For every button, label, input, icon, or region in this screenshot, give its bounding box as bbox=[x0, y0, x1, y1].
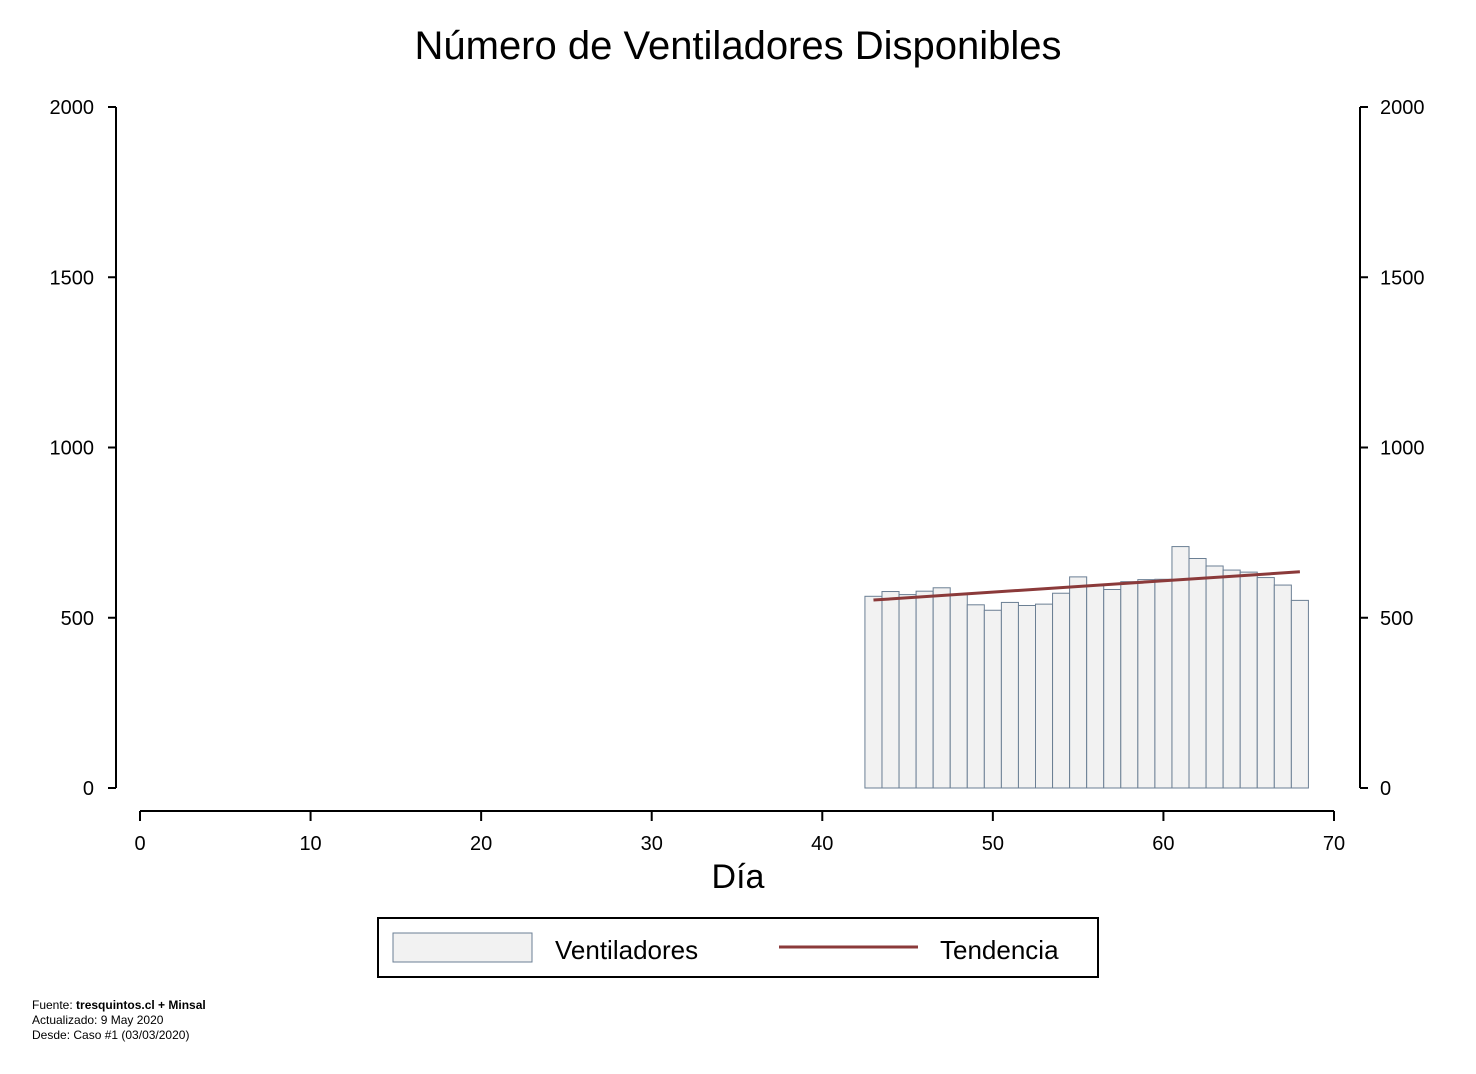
left-y-tick-label: 1500 bbox=[50, 267, 95, 289]
x-tick-label: 10 bbox=[299, 833, 321, 855]
left-y-tick-label: 0 bbox=[83, 778, 94, 800]
x-axis: 0 10 20 30 40 50 60 70 bbox=[134, 810, 1345, 855]
x-tick-label: 30 bbox=[641, 833, 663, 855]
right-y-tick-label: 0 bbox=[1380, 778, 1391, 800]
bar bbox=[932, 587, 951, 789]
bar bbox=[1086, 585, 1105, 789]
bar bbox=[1239, 571, 1258, 789]
bar bbox=[1171, 546, 1190, 789]
x-tick-label: 50 bbox=[982, 833, 1004, 855]
bar bbox=[1035, 603, 1054, 789]
x-tick-label: 40 bbox=[811, 833, 833, 855]
bar bbox=[864, 595, 883, 789]
right-y-tick-label: 1000 bbox=[1380, 438, 1425, 460]
right-y-axis: 0 500 1000 1500 2000 bbox=[1359, 97, 1425, 800]
x-axis-label: Día bbox=[712, 858, 765, 896]
x-tick-label: 70 bbox=[1323, 833, 1345, 855]
bar bbox=[1069, 576, 1088, 789]
bar bbox=[1137, 579, 1156, 789]
bar bbox=[1290, 599, 1309, 789]
bar bbox=[1154, 578, 1173, 789]
bar bbox=[1205, 565, 1224, 789]
right-y-tick-label: 1500 bbox=[1380, 267, 1425, 289]
trend-line bbox=[873, 570, 1300, 602]
legend-label-ventiladores: Ventiladores bbox=[555, 935, 698, 965]
left-y-axis: 0 500 1000 1500 2000 bbox=[50, 97, 117, 800]
bar bbox=[1103, 588, 1122, 789]
footer-since: Desde: Caso #1 (03/03/2020) bbox=[32, 1028, 190, 1042]
x-tick-label: 60 bbox=[1152, 833, 1174, 855]
bar bbox=[1273, 584, 1292, 789]
bars-group bbox=[864, 546, 1309, 789]
bar bbox=[1000, 601, 1019, 789]
footer-updated: Actualizado: 9 May 2020 bbox=[32, 1013, 164, 1027]
bar bbox=[1256, 577, 1275, 789]
bar bbox=[1052, 592, 1071, 789]
legend-label-tendencia: Tendencia bbox=[940, 935, 1059, 965]
left-y-tick-label: 2000 bbox=[50, 97, 95, 119]
right-y-tick-label: 500 bbox=[1380, 608, 1413, 630]
left-y-tick-label: 1000 bbox=[50, 438, 95, 460]
footer-source: Fuente: tresquintos.cl + Minsal bbox=[32, 998, 206, 1012]
x-tick-label: 0 bbox=[134, 833, 145, 855]
x-tick-label: 20 bbox=[470, 833, 492, 855]
chart-title: Número de Ventiladores Disponibles bbox=[414, 24, 1062, 68]
left-y-tick-label: 500 bbox=[61, 608, 94, 630]
bar bbox=[1222, 569, 1241, 789]
bar bbox=[915, 590, 934, 789]
bar bbox=[1188, 558, 1207, 789]
bar bbox=[966, 604, 985, 789]
bar bbox=[983, 609, 1002, 789]
legend: Ventiladores Tendencia bbox=[377, 917, 1099, 978]
bar bbox=[1017, 604, 1037, 789]
right-y-tick-label: 2000 bbox=[1380, 97, 1425, 119]
trend-group bbox=[873, 570, 1300, 602]
footer-notes: Fuente: tresquintos.cl + Minsal Actualiz… bbox=[32, 998, 206, 1043]
bar bbox=[1120, 581, 1139, 789]
bar bbox=[949, 594, 968, 789]
bar bbox=[898, 594, 917, 789]
legend-swatch-ventiladores bbox=[392, 932, 533, 963]
bar bbox=[881, 591, 900, 789]
